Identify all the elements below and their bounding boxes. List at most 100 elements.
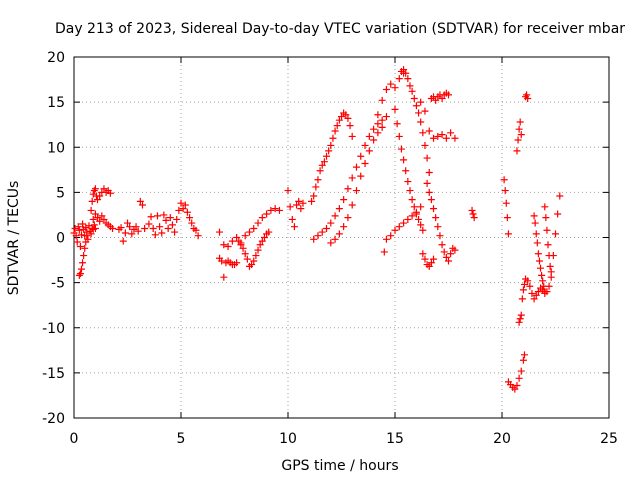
data-point — [406, 187, 414, 195]
data-point — [233, 259, 241, 267]
data-point — [380, 248, 388, 256]
data-point — [141, 224, 149, 232]
data-point — [82, 238, 90, 246]
data-point — [365, 147, 373, 155]
data-point — [346, 122, 354, 130]
data-point — [335, 205, 343, 213]
data-point — [417, 221, 425, 229]
data-point — [117, 224, 125, 232]
data-point — [515, 374, 523, 382]
data-point — [96, 217, 104, 225]
data-point — [430, 205, 438, 213]
series-cluster-20-21h-spike — [513, 118, 525, 155]
series-lone-18-7h — [468, 206, 478, 222]
data-point — [408, 196, 416, 204]
data-point — [513, 147, 521, 155]
data-point — [547, 268, 555, 276]
series-cluster-16-18h-drop — [423, 179, 459, 265]
data-point — [546, 262, 554, 270]
data-point — [338, 113, 345, 121]
data-point — [382, 85, 390, 93]
data-point — [76, 270, 84, 278]
data-point — [188, 219, 196, 227]
data-point — [470, 214, 478, 222]
data-point — [432, 96, 440, 104]
data-point — [517, 311, 525, 319]
x-axis-label: GPS time / hours — [281, 458, 398, 474]
data-point — [126, 223, 134, 231]
series-ramp-11-13h — [308, 109, 356, 205]
data-point — [128, 230, 136, 238]
data-point — [271, 205, 279, 213]
y-tick-label: -15 — [42, 366, 65, 382]
data-point — [237, 239, 245, 247]
data-point — [468, 206, 476, 214]
data-point — [382, 113, 390, 121]
data-point — [519, 356, 527, 364]
data-point — [171, 228, 179, 236]
data-point — [419, 250, 427, 258]
data-point — [252, 252, 260, 260]
series-early-rise — [87, 185, 114, 214]
data-point — [415, 109, 423, 117]
data-point — [404, 75, 412, 83]
data-point — [370, 125, 378, 133]
data-point — [183, 208, 191, 216]
data-point — [427, 196, 435, 204]
data-point — [415, 215, 423, 223]
data-point — [312, 183, 320, 191]
data-point — [440, 248, 448, 256]
data-point — [552, 230, 559, 238]
series-cluster-3-5h — [145, 199, 202, 240]
data-point — [519, 286, 527, 294]
data-point — [400, 156, 408, 164]
x-tick-label: 5 — [177, 431, 186, 447]
data-point — [425, 127, 433, 135]
data-point — [533, 239, 541, 247]
data-point — [395, 75, 403, 83]
data-point — [352, 163, 360, 171]
data-point — [528, 289, 536, 297]
data-point — [515, 318, 523, 326]
data-point — [310, 192, 318, 200]
data-point — [286, 203, 294, 211]
x-tick-label: 15 — [386, 431, 404, 447]
data-point — [87, 206, 95, 214]
data-point — [327, 219, 335, 227]
data-point — [166, 214, 174, 222]
data-point — [175, 206, 183, 214]
y-tick-label: -20 — [42, 411, 65, 427]
data-point — [181, 201, 189, 209]
data-point — [518, 295, 526, 303]
data-point — [502, 199, 510, 207]
data-point — [258, 214, 266, 222]
data-point — [74, 223, 82, 231]
data-point — [325, 147, 333, 155]
data-point — [530, 212, 538, 220]
series-cluster-16-17h-bottom — [419, 250, 438, 270]
data-point — [541, 288, 549, 296]
data-point — [153, 212, 161, 220]
data-point — [348, 132, 356, 140]
series-cluster-16-17h — [417, 98, 459, 142]
data-point — [438, 241, 446, 249]
series-cluster-21-22h — [524, 277, 553, 303]
y-tick-label: 20 — [47, 50, 65, 66]
data-point — [419, 226, 427, 234]
data-point — [423, 154, 431, 162]
data-point — [119, 237, 127, 245]
data-point — [425, 169, 433, 177]
data-point — [327, 239, 335, 247]
data-points — [70, 66, 564, 393]
data-point — [72, 232, 80, 240]
data-point — [89, 215, 97, 223]
data-point — [265, 228, 273, 236]
data-point — [451, 134, 459, 142]
series-late-low-14-16h — [380, 203, 425, 256]
data-point — [434, 223, 442, 231]
data-point — [520, 280, 528, 288]
data-point — [412, 102, 420, 110]
series-cluster-20-21h-bottom — [504, 351, 528, 393]
data-point — [158, 229, 166, 237]
data-point — [421, 107, 429, 115]
